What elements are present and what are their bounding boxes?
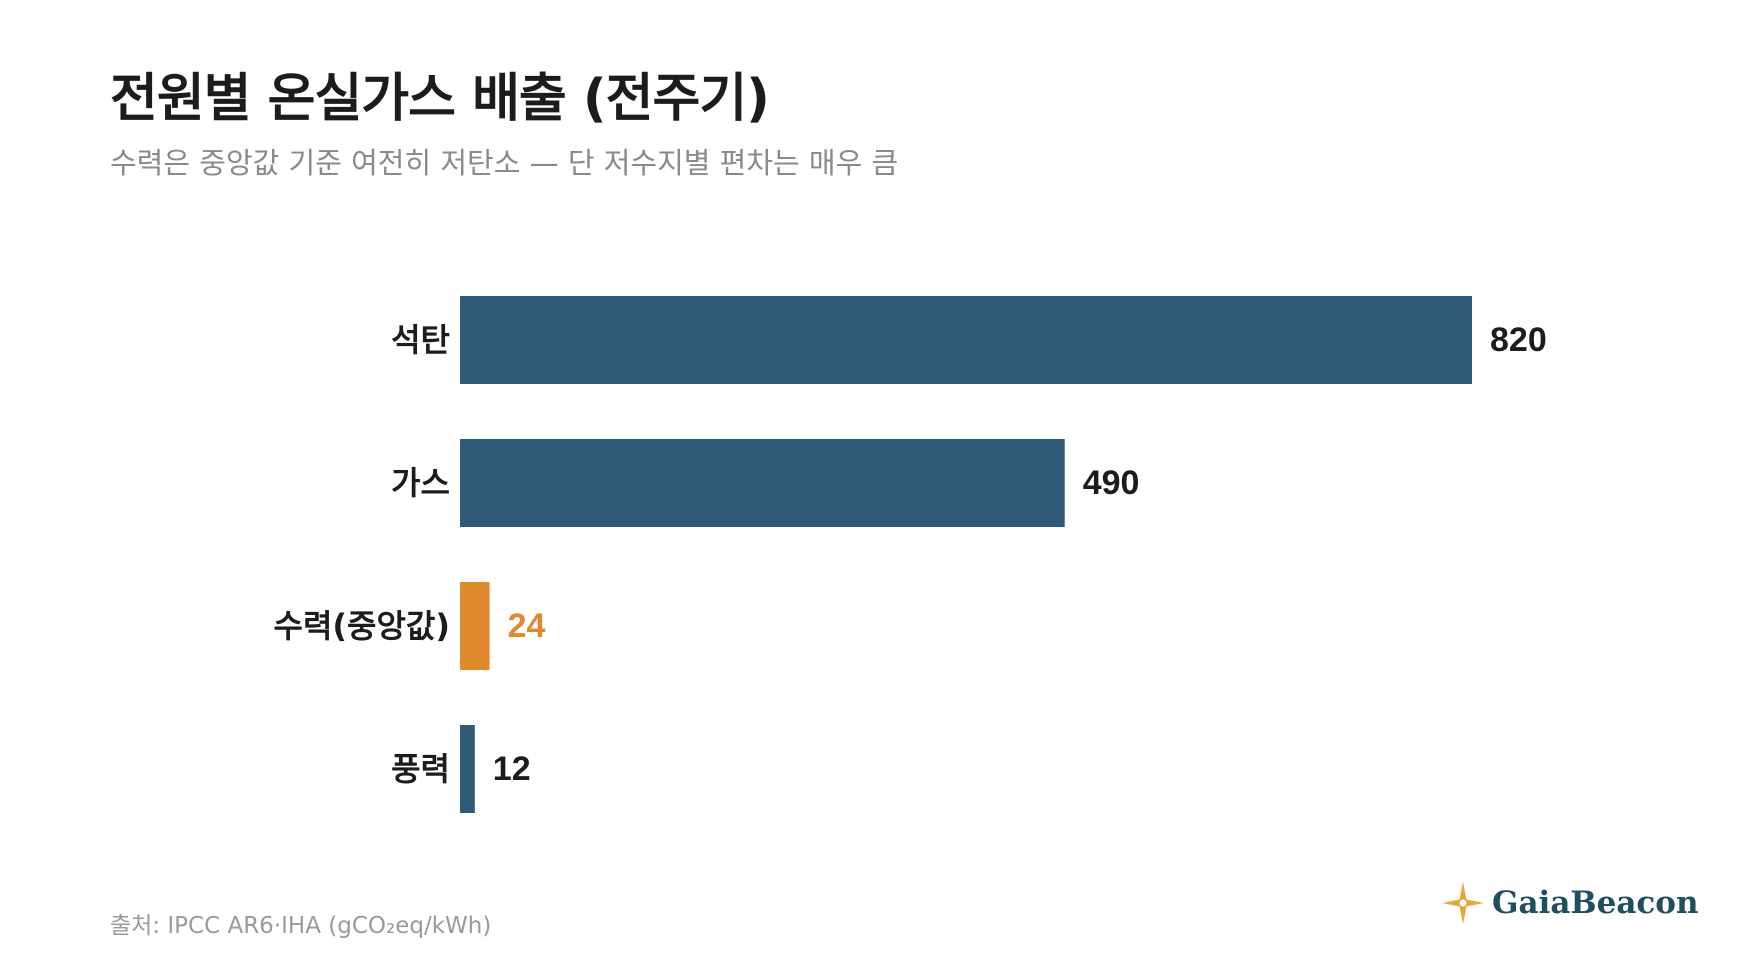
bar: [460, 582, 490, 670]
source-note: 출처: IPCC AR6·IHA (gCO₂eq/kWh): [110, 913, 492, 939]
category-label: 가스: [391, 464, 450, 502]
bar: [460, 296, 1472, 384]
star-compass-icon: [1442, 882, 1484, 924]
chart-subtitle: 수력은 중앙값 기준 여전히 저탄소 — 단 저수지별 편차는 매우 큼: [110, 146, 899, 180]
value-label: 820: [1490, 321, 1547, 359]
brand-logo: GaiaBeacon: [1440, 880, 1699, 926]
bar: [460, 725, 475, 813]
brand-name: GaiaBeacon: [1492, 885, 1699, 921]
category-label: 풍력: [391, 750, 450, 788]
value-label: 12: [493, 750, 531, 788]
chart-title: 전원별 온실가스 배출 (전주기): [110, 69, 770, 129]
category-label: 수력(중앙값): [274, 607, 450, 645]
category-label: 석탄: [391, 321, 450, 359]
value-label: 490: [1083, 464, 1140, 502]
value-label: 24: [508, 607, 546, 645]
bar: [460, 439, 1065, 527]
